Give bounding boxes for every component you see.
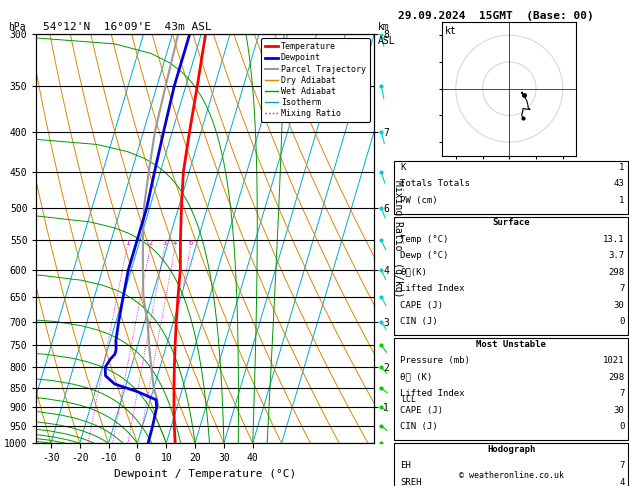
Text: 30: 30 <box>614 406 625 415</box>
Text: θᴇ (K): θᴇ (K) <box>400 373 432 382</box>
Text: Lifted Index: Lifted Index <box>400 389 465 399</box>
Text: 3: 3 <box>163 240 167 246</box>
Text: 1: 1 <box>619 163 625 172</box>
Text: PW (cm): PW (cm) <box>400 196 438 205</box>
Text: 7: 7 <box>619 284 625 294</box>
Text: 6: 6 <box>189 240 193 246</box>
Text: CIN (J): CIN (J) <box>400 422 438 432</box>
Text: 43: 43 <box>614 179 625 189</box>
Text: Hodograph: Hodograph <box>487 445 535 454</box>
Text: ASL: ASL <box>377 36 395 46</box>
Text: LCL: LCL <box>401 395 416 403</box>
Text: 1: 1 <box>125 240 130 246</box>
Text: 54°12'N  16°09'E  43m ASL: 54°12'N 16°09'E 43m ASL <box>43 21 211 32</box>
Text: K: K <box>400 163 406 172</box>
Text: Pressure (mb): Pressure (mb) <box>400 356 470 365</box>
Text: 13.1: 13.1 <box>603 235 625 244</box>
Text: kt: kt <box>445 26 457 36</box>
Text: 0: 0 <box>619 317 625 327</box>
Text: 4: 4 <box>619 478 625 486</box>
Text: CAPE (J): CAPE (J) <box>400 406 443 415</box>
Text: Temp (°C): Temp (°C) <box>400 235 448 244</box>
Text: 298: 298 <box>608 268 625 277</box>
Text: 7: 7 <box>619 389 625 399</box>
Text: © weatheronline.co.uk: © weatheronline.co.uk <box>459 471 564 480</box>
Text: Most Unstable: Most Unstable <box>476 340 546 349</box>
Text: hPa: hPa <box>8 21 26 32</box>
Text: km: km <box>377 21 389 32</box>
Text: SREH: SREH <box>400 478 421 486</box>
Text: 3.7: 3.7 <box>608 251 625 260</box>
Text: Lifted Index: Lifted Index <box>400 284 465 294</box>
Text: 29.09.2024  15GMT  (Base: 00): 29.09.2024 15GMT (Base: 00) <box>398 11 593 21</box>
Text: θᴇ(K): θᴇ(K) <box>400 268 427 277</box>
X-axis label: Dewpoint / Temperature (°C): Dewpoint / Temperature (°C) <box>114 469 296 479</box>
Text: 1: 1 <box>619 196 625 205</box>
Text: 7: 7 <box>619 461 625 470</box>
Text: 30: 30 <box>614 301 625 310</box>
Text: 4: 4 <box>173 240 177 246</box>
Text: EH: EH <box>400 461 411 470</box>
Text: 0: 0 <box>619 422 625 432</box>
Text: Totals Totals: Totals Totals <box>400 179 470 189</box>
Text: 1021: 1021 <box>603 356 625 365</box>
Text: 298: 298 <box>608 373 625 382</box>
Y-axis label: Mixing Ratio  (g/kg): Mixing Ratio (g/kg) <box>393 180 403 297</box>
Text: Surface: Surface <box>493 218 530 227</box>
Legend: Temperature, Dewpoint, Parcel Trajectory, Dry Adiabat, Wet Adiabat, Isotherm, Mi: Temperature, Dewpoint, Parcel Trajectory… <box>261 38 370 122</box>
Text: CIN (J): CIN (J) <box>400 317 438 327</box>
Text: Dewp (°C): Dewp (°C) <box>400 251 448 260</box>
Text: 2: 2 <box>148 240 152 246</box>
Text: CAPE (J): CAPE (J) <box>400 301 443 310</box>
